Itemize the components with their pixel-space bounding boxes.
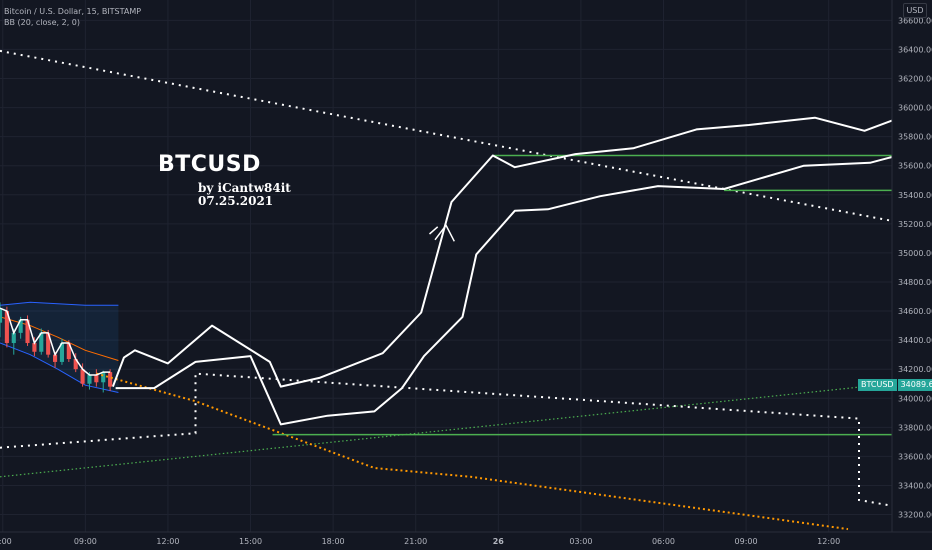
indicator-legend[interactable]: BB (20, close, 2, 0)	[4, 18, 80, 27]
price-tick-label: 35600.00	[898, 162, 932, 171]
price-tick-label: 33800.00	[898, 423, 932, 432]
arrow-head	[434, 223, 455, 242]
price-tick-label: 33600.00	[898, 452, 932, 461]
price-tick-label: 36200.00	[898, 74, 932, 83]
price-tick-label: 34200.00	[898, 365, 932, 374]
time-tick-label: 21:00	[404, 537, 427, 546]
price-tick-label: 36600.00	[898, 16, 932, 25]
annotation-title: BTCUSD	[158, 152, 261, 177]
candle-body	[101, 372, 106, 383]
candle-body	[87, 375, 92, 384]
candle-outline	[0, 307, 111, 376]
annotation-date: 07.25.2021	[198, 194, 274, 208]
candle-body	[80, 369, 85, 384]
time-tick-label: 03:00	[569, 537, 592, 546]
price-tick-label: 34000.00	[898, 394, 932, 403]
price-tick-label: 34600.00	[898, 307, 932, 316]
price-tick-label: 33200.00	[898, 511, 932, 520]
price-tick-label: 34800.00	[898, 278, 932, 287]
currency-badge[interactable]: USD	[903, 3, 927, 18]
price-tag-value: 34089.69	[897, 379, 932, 391]
annotation-author: by iCantw84it 07.25.2021	[198, 182, 291, 208]
time-tick-label: 09:00	[74, 537, 97, 546]
price-tick-label: 35400.00	[898, 191, 932, 200]
price-axis[interactable]: 33200.00 33400.00 33600.00 33800.00 34000.00…	[891, 0, 932, 550]
time-axis-bg	[0, 532, 932, 550]
price-tick-label: 36400.00	[898, 45, 932, 54]
white-dotted-trend-line	[0, 372, 893, 507]
candle-body	[39, 332, 44, 352]
price-tick-label: 35000.00	[898, 249, 932, 258]
price-tick-label: 33400.00	[898, 481, 932, 490]
candle-body	[59, 343, 65, 362]
candle-body	[52, 354, 58, 362]
price-tick-label: 36000.00	[898, 104, 932, 113]
candle-body	[66, 343, 71, 360]
bb-lower-line	[0, 342, 119, 393]
time-axis[interactable]: 6:00 09:00 12:00 15:00 18:00 21:00 26 03:00 06:0…	[0, 531, 932, 550]
price-tick-label: 35200.00	[898, 220, 932, 229]
time-tick-label: 12:00	[817, 537, 840, 546]
candle-body	[94, 375, 99, 383]
time-tick-label: 06:00	[652, 537, 675, 546]
candle-body	[25, 319, 30, 344]
symbol-legend[interactable]: Bitcoin / U.S. Dollar, 15, BITSTAMP	[4, 7, 142, 16]
candle-body	[73, 359, 78, 370]
chart-grid	[0, 0, 892, 532]
time-tick-label: 09:00	[735, 537, 758, 546]
price-tick-label: 34400.00	[898, 336, 932, 345]
time-tick-label: 6:00	[0, 537, 12, 546]
price-tick-label: 35800.00	[898, 133, 932, 142]
time-tick-label: 12:00	[156, 537, 179, 546]
candle-body	[32, 343, 37, 352]
chart-legend: Bitcoin / U.S. Dollar, 15, BITSTAMP BB (…	[4, 6, 141, 28]
arrow-shaft	[429, 226, 439, 235]
projected-path-upper	[111, 116, 893, 388]
time-tick-label: 26	[493, 537, 505, 546]
bb-upper-line	[0, 301, 119, 306]
candle-body	[108, 372, 113, 387]
price-tag-symbol: BTCUSD	[858, 379, 897, 391]
candle-body	[46, 332, 51, 355]
candle-body	[4, 311, 9, 344]
candle-body	[18, 319, 23, 333]
user-drawings	[0, 49, 893, 531]
candle-body	[11, 332, 16, 344]
time-tick-label: 18:00	[322, 537, 345, 546]
time-tick-label: 15:00	[239, 537, 262, 546]
candle-body	[0, 308, 3, 323]
price-axis-bg	[892, 0, 932, 550]
white-dotted-trend-line	[0, 49, 893, 222]
green-trend-line	[0, 383, 893, 478]
annotation-author-line: by iCantw84it	[198, 181, 291, 195]
projected-path-lower	[115, 156, 893, 426]
orange-trend-line	[96, 372, 849, 531]
